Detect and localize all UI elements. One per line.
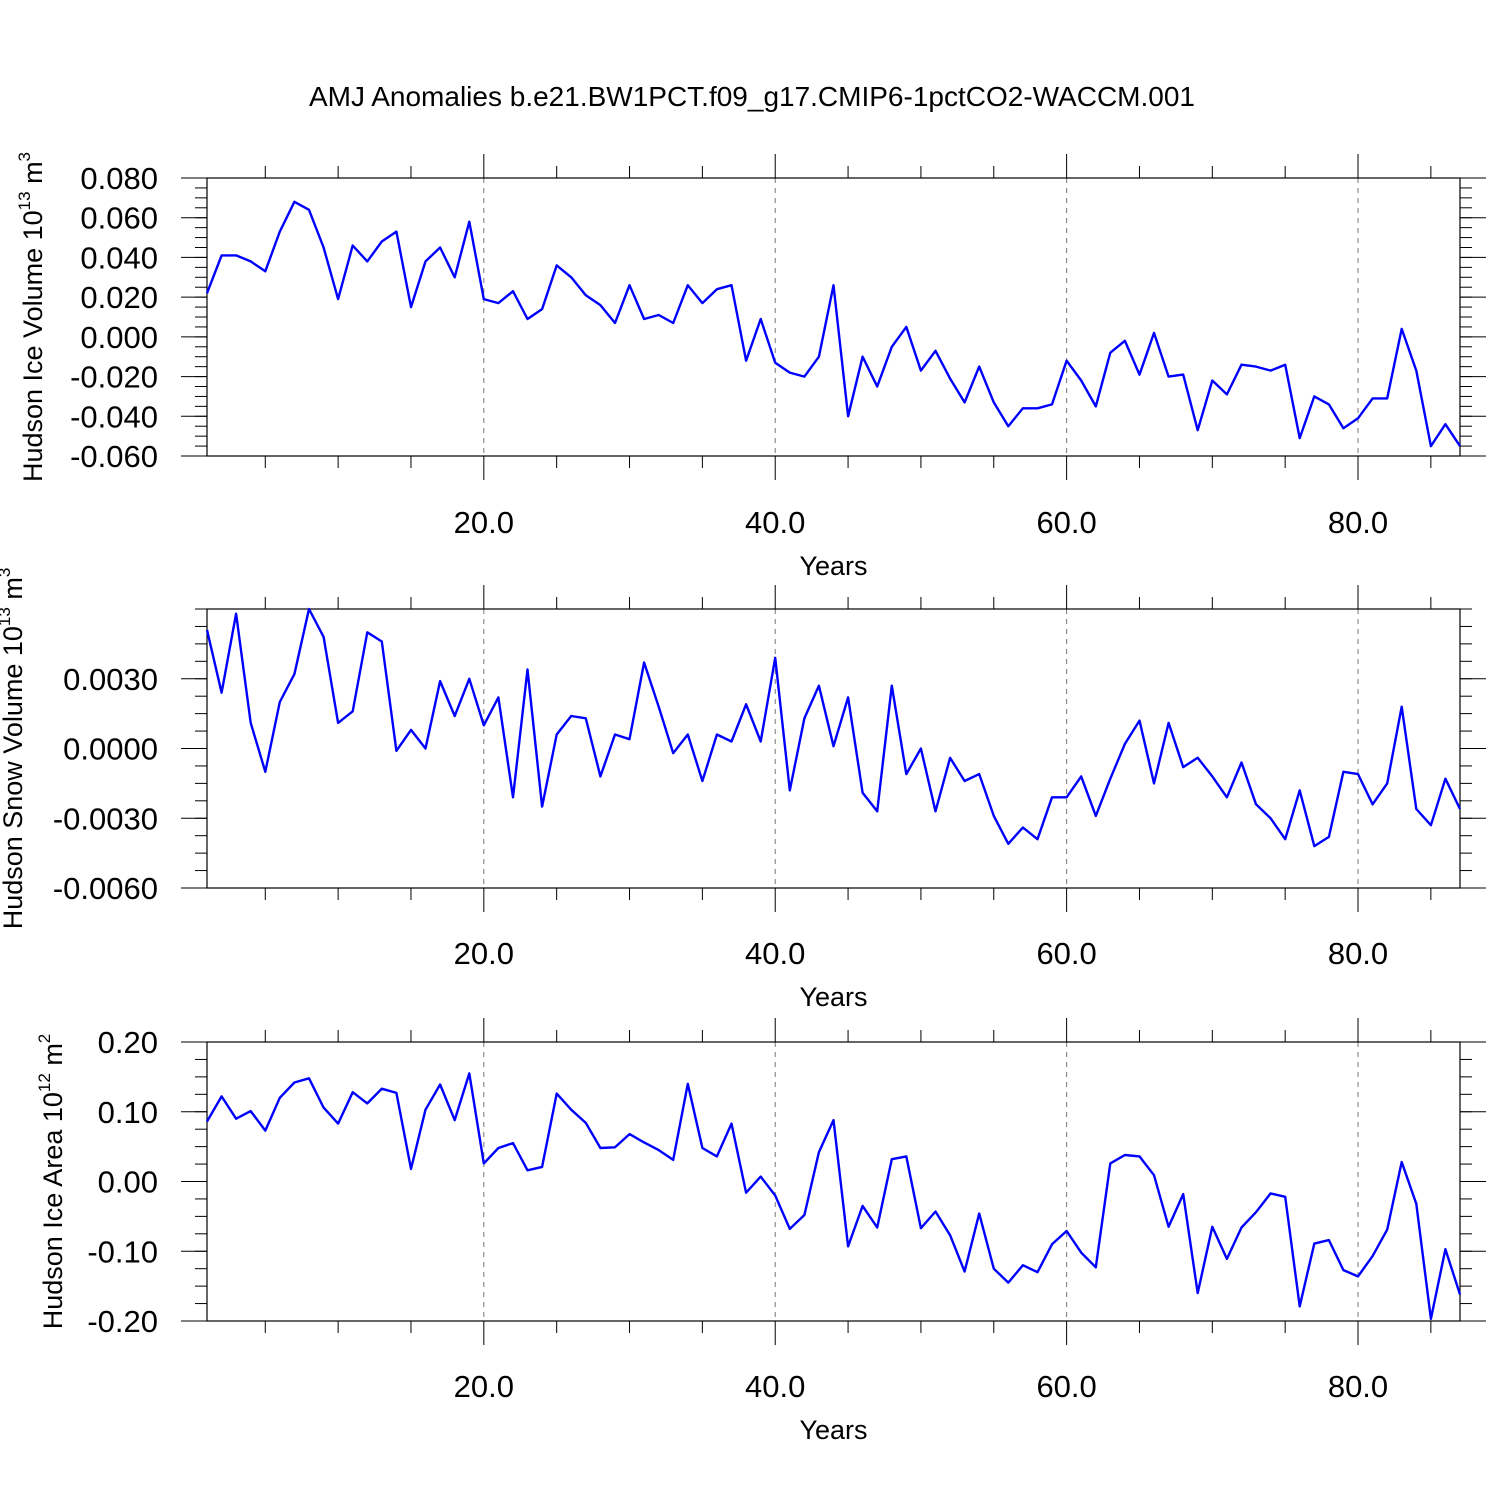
x-axis-title: Years <box>799 982 867 1012</box>
y-axis-title: Hudson Ice Area 1012 m2 <box>35 1034 68 1330</box>
data-series-line <box>205 200 1461 448</box>
y-axis-title-unit-exponent: 2 <box>35 1034 54 1043</box>
plot-frame <box>206 177 1461 457</box>
y-tick-label: -0.10 <box>87 1234 158 1269</box>
y-tick-label: 0.020 <box>80 280 158 315</box>
x-tick-label: 60.0 <box>1036 505 1096 540</box>
y-tick-label: 0.080 <box>80 161 158 196</box>
data-series-line <box>205 607 1462 848</box>
chart-panel-2: 20.0 40.0 60.0 80.0 0.0030 0.0000 -0.0030 -0.00… <box>0 568 1486 1012</box>
y-axis-title-exponent: 12 <box>35 1073 54 1092</box>
x-tick-label: 40.0 <box>745 936 805 971</box>
y-axis-title: Hudson Ice Volume 1013 m3 <box>15 152 48 482</box>
y-tick-label: -0.0060 <box>53 871 158 906</box>
x-tick-label: 80.0 <box>1328 505 1388 540</box>
y-tick-label: -0.060 <box>70 439 158 474</box>
x-axis-title: Years <box>799 551 867 581</box>
plot-frame <box>206 608 1461 889</box>
y-axis-title-text: Hudson Ice Area 10 <box>38 1092 68 1329</box>
y-tick-label: 0.10 <box>98 1095 158 1130</box>
y-axis-title-unit: m <box>38 1043 68 1073</box>
data-series-line <box>205 1072 1462 1321</box>
x-tick-label: 60.0 <box>1036 936 1096 971</box>
y-tick-label: 0.0030 <box>63 662 158 697</box>
y-axis-title-text: Hudson Snow Volume 10 <box>0 626 28 929</box>
y-tick-label: 0.00 <box>98 1165 158 1200</box>
y-tick-label: 0.060 <box>80 201 158 236</box>
y-tick-label: -0.20 <box>87 1304 158 1339</box>
y-axis-title-exponent: 13 <box>0 607 14 626</box>
x-tick-label: 20.0 <box>454 936 514 971</box>
y-axis-title-unit: m <box>18 161 48 191</box>
x-tick-label: 60.0 <box>1036 1369 1096 1404</box>
x-tick-label: 80.0 <box>1328 936 1388 971</box>
x-tick-label: 20.0 <box>454 505 514 540</box>
plot-frame <box>206 1041 1461 1322</box>
y-axis-title-exponent: 13 <box>15 191 34 210</box>
y-tick-label: -0.0030 <box>53 801 158 836</box>
x-axis-title: Years <box>799 1415 867 1445</box>
x-tick-label: 40.0 <box>745 1369 805 1404</box>
x-tick-label: 40.0 <box>745 505 805 540</box>
y-axis-title-unit: m <box>0 577 28 607</box>
chart-panel-3: 20.0 40.0 60.0 80.0 0.20 0.10 0.00 -0.10 -0.20 Ye… <box>35 1018 1486 1445</box>
y-axis-title-unit-exponent: 3 <box>15 152 34 161</box>
x-tick-label: 20.0 <box>454 1369 514 1404</box>
y-tick-label: -0.020 <box>70 360 158 395</box>
y-axis-title-unit-exponent: 3 <box>0 568 14 577</box>
figure-title: AMJ Anomalies b.e21.BW1PCT.f09_g17.CMIP6… <box>309 81 1195 112</box>
y-axis-title-text: Hudson Ice Volume 10 <box>18 210 48 482</box>
y-tick-label: 0.0000 <box>63 732 158 767</box>
chart-panel-1: 20.0 40.0 60.0 80.0 0.080 0.060 0.040 0.020 0.00… <box>15 152 1486 581</box>
y-tick-label: 0.040 <box>80 240 158 275</box>
y-tick-label: 0.20 <box>98 1025 158 1060</box>
x-tick-label: 80.0 <box>1328 1369 1388 1404</box>
y-axis-title: Hudson Snow Volume 1013 m3 <box>0 568 28 930</box>
chart-panels: 20.0 40.0 60.0 80.0 0.080 0.060 0.040 0.020 0.00… <box>0 152 1486 1445</box>
y-tick-label: 0.000 <box>80 320 158 355</box>
y-tick-label: -0.040 <box>70 399 158 434</box>
